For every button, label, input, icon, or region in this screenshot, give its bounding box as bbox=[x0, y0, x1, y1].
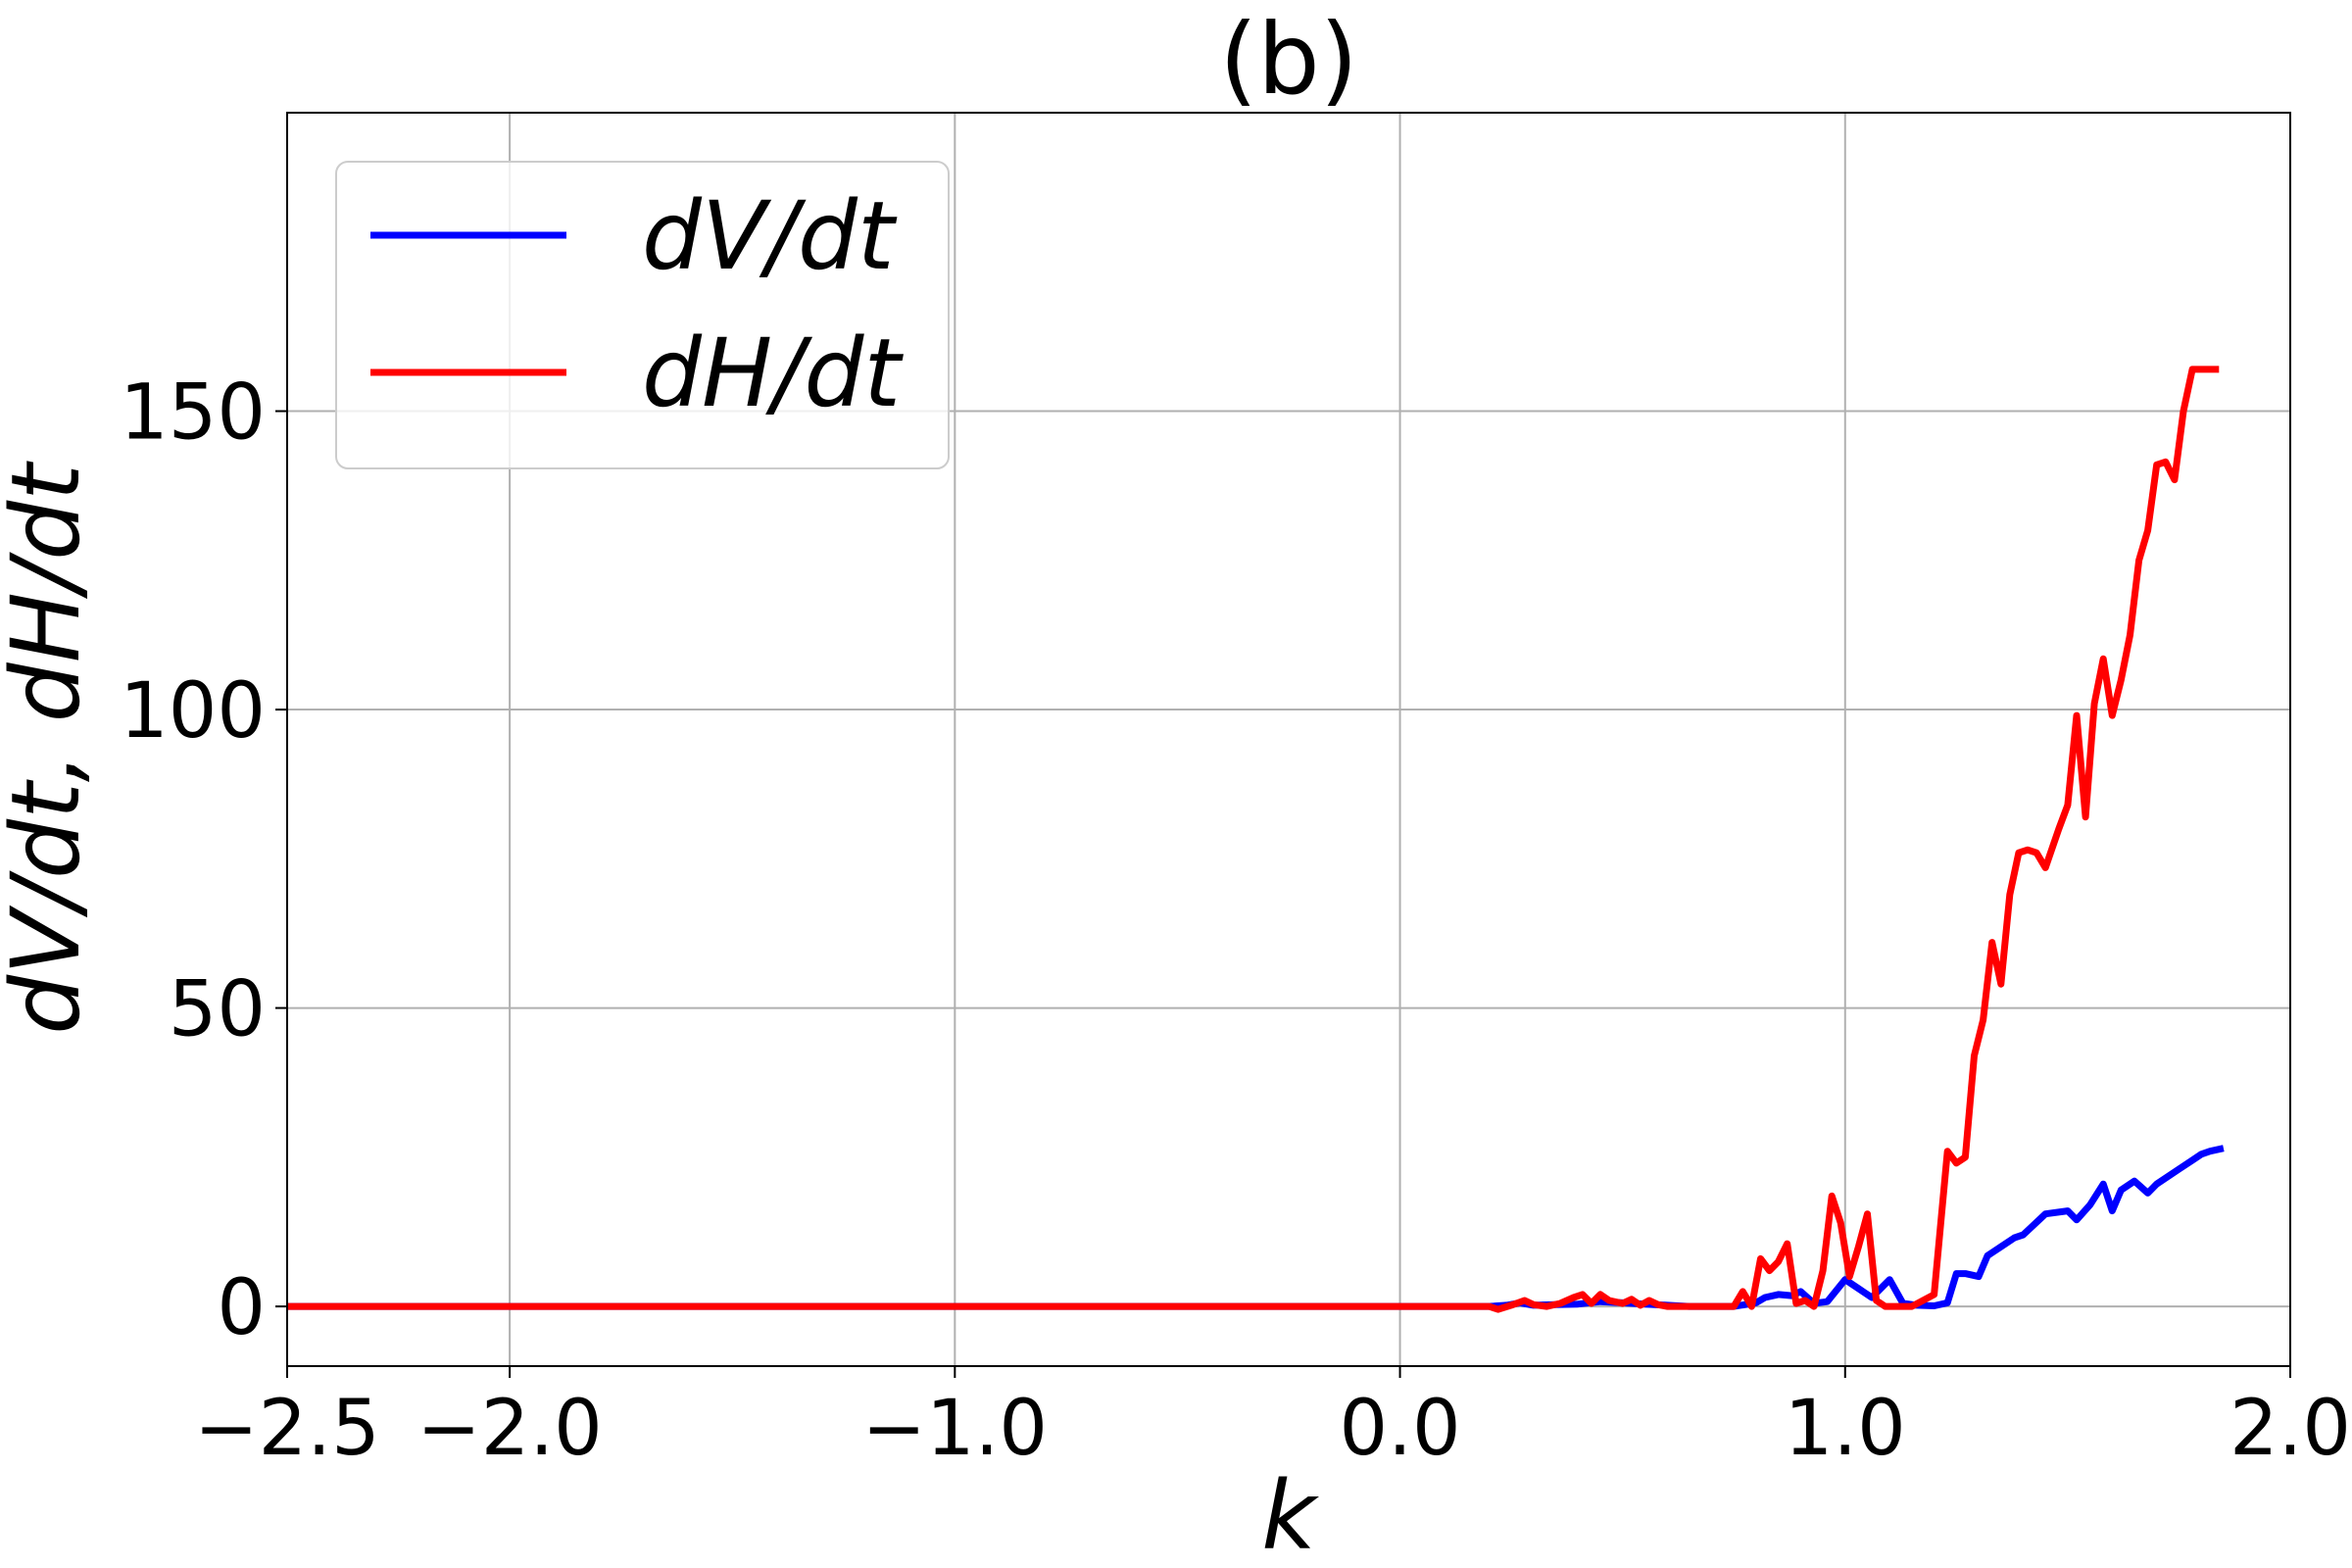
y-axis-title: dV/dt, dH/dt bbox=[0, 461, 101, 1035]
axis-ticks: −2.5 −2.0 −1.0 0.0 1.0 2.0 0 50 100 150 bbox=[120, 369, 2351, 1473]
x-axis-title: k bbox=[1261, 1461, 1319, 1568]
x-tick-label: −2.0 bbox=[416, 1385, 602, 1473]
x-tick-label: −1.0 bbox=[862, 1385, 1048, 1473]
legend-label-dv-dt: dV/dt bbox=[642, 181, 898, 291]
series-lines bbox=[287, 366, 2225, 1313]
x-tick-label: 0.0 bbox=[1340, 1385, 1461, 1473]
x-tick-label: 1.0 bbox=[1785, 1385, 1906, 1473]
y-tick-label: 50 bbox=[169, 966, 266, 1054]
legend-label-dh-dt: dH/dt bbox=[642, 318, 904, 428]
y-tick-label: 100 bbox=[120, 667, 266, 756]
x-tick-label: −2.5 bbox=[194, 1385, 379, 1473]
series-line-dh-dt bbox=[287, 366, 2220, 1313]
y-tick-label: 0 bbox=[217, 1264, 266, 1352]
legend: dV/dt dH/dt bbox=[335, 161, 950, 469]
y-tick-label: 150 bbox=[120, 369, 266, 458]
x-tick-label: 2.0 bbox=[2230, 1385, 2351, 1473]
chart-title: (b) bbox=[1219, 2, 1358, 117]
plot-frame bbox=[286, 112, 2291, 1367]
